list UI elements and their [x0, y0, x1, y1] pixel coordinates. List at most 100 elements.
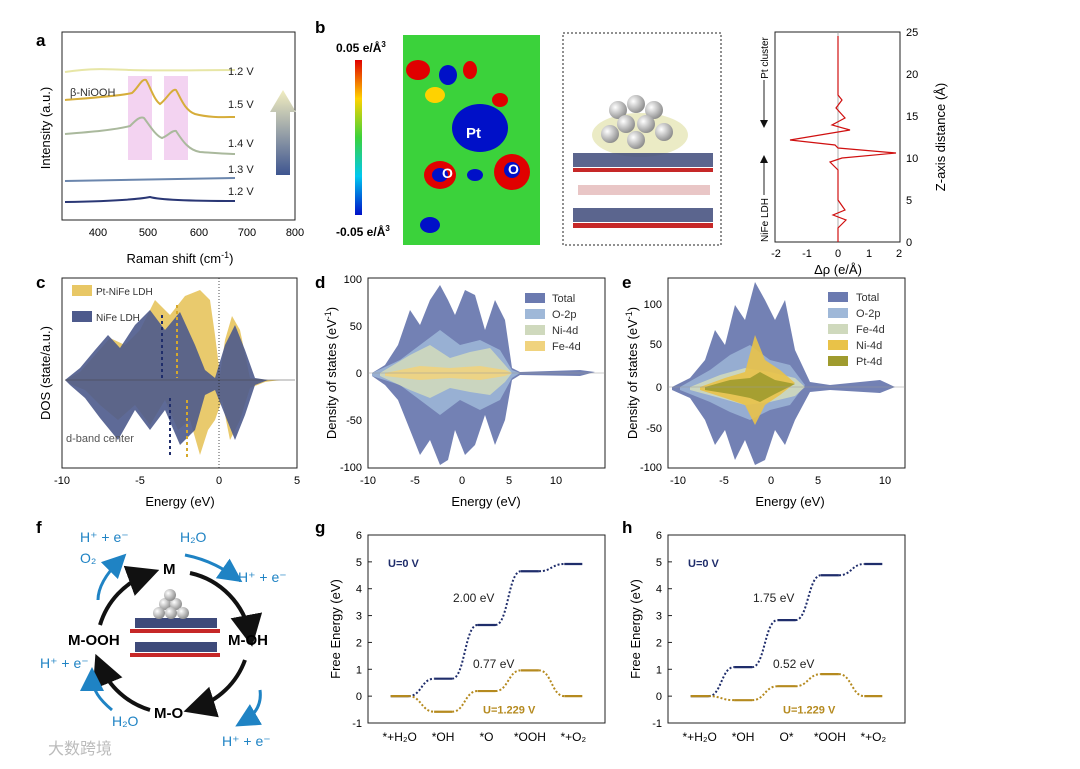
panel-label-d: d [315, 273, 325, 292]
svg-text:-100: -100 [340, 462, 362, 474]
svg-text:O₂: O₂ [80, 550, 96, 566]
panel-label-a: a [36, 31, 46, 50]
energy-connector [451, 690, 478, 713]
svg-text:0: 0 [906, 237, 912, 249]
profile-x-label: Δρ (e/Å) [814, 262, 862, 277]
energy-connector [495, 669, 522, 693]
category-label: *+H₂O [683, 730, 717, 744]
svg-text:Ni-4d: Ni-4d [552, 325, 578, 337]
pdos-e-y-label: Density of states (eV-1) [624, 307, 640, 439]
y-tick-label: 1 [656, 664, 662, 676]
panel-b-charge: 0.05 e/Å3 -0.05 e/Å3 Pt O O [336, 27, 948, 277]
panel-label-g: g [315, 518, 325, 537]
category-label: *+O₂ [860, 730, 886, 744]
y-tick-label: 4 [656, 584, 662, 596]
profile-label-ldh: NiFe LDH [760, 198, 771, 242]
y-axis-label: Free Energy (eV) [328, 579, 343, 679]
svg-text:-5: -5 [135, 475, 145, 487]
svg-text:-10: -10 [670, 475, 686, 487]
svg-text:-10: -10 [54, 475, 70, 487]
svg-text:50: 50 [350, 321, 362, 333]
y-tick-label: 0 [356, 691, 362, 703]
energy-connector [708, 695, 735, 702]
panel-e-pdos: Total O-2p Fe-4d Ni-4d Pt-4d -10 -5 0 5 … [624, 277, 906, 509]
svg-text:-1: -1 [802, 248, 812, 260]
svg-text:5: 5 [815, 475, 821, 487]
raman-curve-label-2: 1.5 V [228, 99, 254, 111]
raman-voltage-arrow [270, 90, 296, 175]
label-u1229: U=1.229 V [783, 705, 836, 717]
pdos-e-x-ticks: -10 -5 0 5 10 [670, 475, 891, 487]
raman-curve-1.4V [64, 116, 236, 155]
label-u0: U=0 V [688, 558, 720, 570]
overpotential-u0: 1.75 eV [753, 591, 794, 605]
raman-curve-1.5V [64, 78, 236, 119]
svg-text:H₂O: H₂O [180, 529, 207, 545]
atom-label-pt: Pt [466, 125, 481, 142]
category-label: *OH [432, 730, 455, 744]
y-tick-label: 6 [356, 530, 362, 542]
category-label: *OOH [814, 730, 846, 744]
series-0 [390, 562, 583, 698]
svg-text:0: 0 [216, 475, 222, 487]
y-tick-label: -1 [352, 718, 362, 730]
overpotential-u1229: 0.77 eV [473, 657, 514, 671]
energy-connector [838, 563, 865, 577]
svg-text:400: 400 [89, 227, 107, 239]
pdos-d-legend: Total O-2p Ni-4d Fe-4d [525, 293, 581, 353]
y-tick-label: -1 [652, 718, 662, 730]
svg-text:0: 0 [835, 248, 841, 260]
watermark: 大数跨境 [48, 739, 112, 758]
structure-model [562, 32, 722, 246]
svg-text:H⁺ + e⁻: H⁺ + e⁻ [40, 655, 89, 671]
overpotential-u0: 2.00 eV [453, 591, 494, 605]
y-tick-label: 5 [356, 557, 362, 569]
raman-x-ticks: 400 500 600 700 800 [89, 227, 304, 239]
y-tick-label: 6 [656, 530, 662, 542]
raman-curve-1.2V-top [64, 68, 236, 73]
pdos-e-x-label: Energy (eV) [755, 494, 824, 509]
charge-density-map: Pt O O [403, 35, 540, 245]
y-axis-label: Free Energy (eV) [628, 579, 643, 679]
panel-label-f: f [36, 518, 42, 537]
panel-label-h: h [622, 518, 632, 537]
svg-text:2: 2 [896, 248, 902, 260]
svg-text:H⁺ + e⁻: H⁺ + e⁻ [222, 733, 271, 749]
raman-curve-1.3V [64, 177, 236, 182]
svg-text:10: 10 [906, 153, 918, 165]
y-tick-label: 3 [656, 611, 662, 623]
svg-text:-2: -2 [771, 248, 781, 260]
state-m-ooh: M-OOH [68, 632, 120, 649]
pdos-d-y-label: Density of states (eV-1) [323, 307, 339, 439]
panel-f-cycle: M M-OH M-O M-OOH H₂O H⁺ + e⁻ H⁺ + e⁻ H₂O… [40, 529, 287, 749]
svg-text:800: 800 [286, 227, 304, 239]
profile-label-pt: Pt cluster [760, 36, 771, 78]
pdos-d-y-ticks: 100 50 0 -50 -100 [340, 274, 362, 474]
profile-y-ticks: 0 5 10 15 20 25 [906, 27, 918, 249]
category-label: O* [779, 730, 793, 744]
series-1 [390, 669, 583, 713]
svg-text:10: 10 [879, 475, 891, 487]
svg-text:-10: -10 [360, 475, 376, 487]
raman-beta-label: β-NiOOH [70, 87, 115, 99]
panel-label-e: e [622, 273, 631, 292]
y-tick-label: 0 [656, 691, 662, 703]
svg-text:-50: -50 [646, 423, 662, 435]
cycle-structure-icon [130, 589, 220, 657]
svg-text:O-2p: O-2p [856, 308, 880, 320]
profile-x-ticks: -2 -1 0 1 2 [771, 248, 902, 260]
overpotential-u1229: 0.52 eV [773, 657, 814, 671]
svg-text:10: 10 [550, 475, 562, 487]
energy-connector [795, 673, 821, 688]
colorbar-max-label: 0.05 e/Å3 [336, 40, 386, 55]
state-m: M [163, 561, 176, 578]
plot-frame [667, 534, 906, 724]
svg-text:100: 100 [344, 274, 362, 286]
raman-y-label: Intensity (a.u.) [38, 87, 53, 169]
svg-text:Fe-4d: Fe-4d [552, 341, 581, 353]
panel-label-c: c [36, 273, 45, 292]
panel-h-free-energy: -1 0 1 2 3 4 5 6 *+H₂O *OH O* *OOH *+O₂ U=0 V U=1.229 … [628, 530, 906, 744]
svg-text:5: 5 [294, 475, 300, 487]
pdos-e-legend: Total O-2p Fe-4d Ni-4d Pt-4d [828, 292, 885, 368]
